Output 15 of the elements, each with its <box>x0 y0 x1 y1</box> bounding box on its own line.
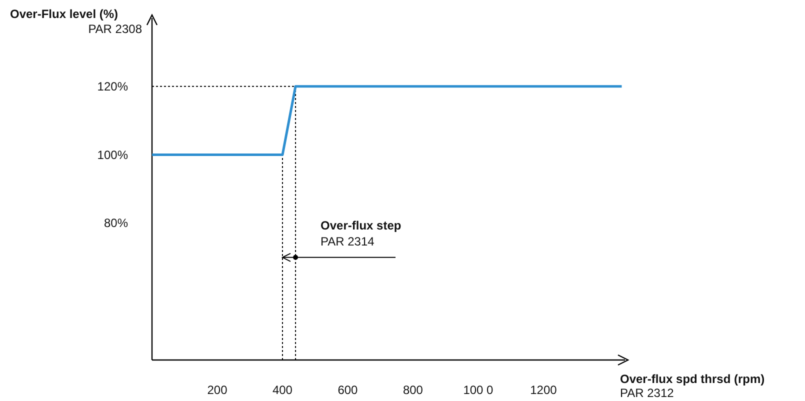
annotation: PAR 2314 <box>320 234 375 248</box>
x-tick-label: 200 <box>207 383 228 397</box>
y-tick-label: 100% <box>97 148 128 162</box>
x-tick-label: 800 <box>402 383 424 397</box>
x-tick-label: 400 <box>272 383 293 397</box>
annotation: Over-flux step <box>320 218 402 232</box>
x-tick-label: 100 0 <box>463 383 494 397</box>
y-tick-label: 80% <box>104 216 128 230</box>
x-axis-title: Over-flux spd thrsd (rpm) <box>620 372 765 386</box>
text: PAR 2308 <box>88 22 142 36</box>
x-tick-label: 600 <box>338 383 358 397</box>
y-tick-label: 120% <box>97 79 128 94</box>
x-tick-label: 1200 <box>530 383 558 397</box>
y-axis-title: Over-Flux level (%) <box>10 7 118 21</box>
text: PAR 2312 <box>620 386 674 400</box>
